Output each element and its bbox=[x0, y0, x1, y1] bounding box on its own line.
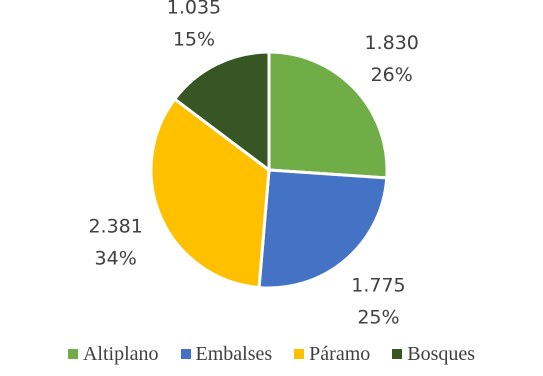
data-label-value: 1.775 bbox=[351, 274, 405, 296]
legend-label-altiplano: Altiplano bbox=[82, 342, 159, 365]
legend-swatch-bosques bbox=[392, 349, 403, 359]
data-label-value: 2.381 bbox=[88, 216, 142, 238]
legend-swatch-altiplano bbox=[67, 349, 78, 359]
data-label-percent: 34% bbox=[95, 248, 137, 270]
legend-item-bosques: Bosques bbox=[392, 343, 475, 366]
legend-item-embalses: Embalses bbox=[180, 342, 273, 366]
legend-item-paramo: Páramo bbox=[294, 343, 370, 366]
legend: Altiplano Embalses Páramo Bosques bbox=[0, 339, 543, 369]
data-label-percent: 15% bbox=[173, 29, 215, 51]
pie-slice-paramo bbox=[149, 97, 271, 290]
data-label-value: 1.035 bbox=[167, 0, 221, 19]
data-label-percent: 25% bbox=[357, 306, 399, 328]
legend-label-bosques: Bosques bbox=[407, 342, 476, 365]
legend-swatch-paramo bbox=[294, 349, 305, 359]
data-label-percent: 26% bbox=[371, 64, 413, 86]
legend-item-altiplano: Altiplano bbox=[67, 342, 159, 366]
pie-slice-embalses bbox=[257, 168, 389, 290]
legend-label-embalses: Embalses bbox=[195, 342, 273, 365]
data-label-value: 1.830 bbox=[364, 32, 418, 54]
pie-slice-bosques bbox=[173, 50, 271, 172]
legend-swatch-embalses bbox=[180, 349, 191, 359]
legend-label-paramo: Páramo bbox=[309, 342, 371, 365]
pie-slice-altiplano bbox=[267, 50, 389, 180]
